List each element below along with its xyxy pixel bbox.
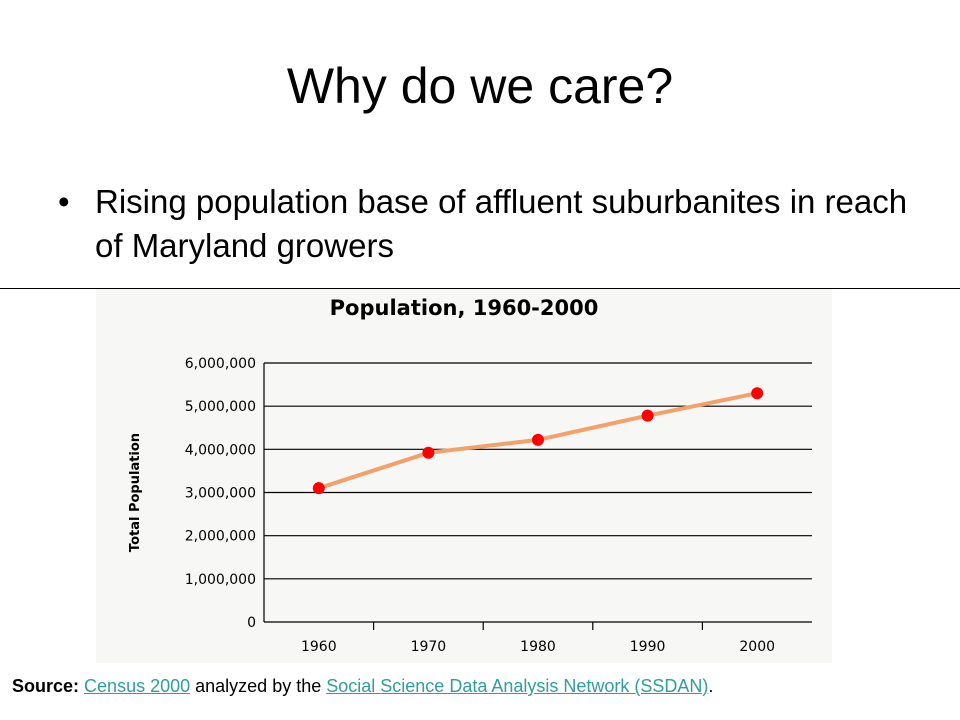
y-axis-label: Total Population: [128, 433, 143, 552]
chart-title: Population, 1960-2000: [330, 296, 599, 320]
y-tick-label: 0: [247, 615, 256, 631]
source-label: Source:: [12, 676, 80, 696]
ssdan-link[interactable]: Social Science Data Analysis Network (SS…: [326, 676, 709, 696]
y-tick-labels: 0 1,000,000 2,000,000 3,000,000 4,000,000 5,0…: [185, 356, 256, 631]
slide-title: Why do we care?: [286, 58, 674, 114]
y-tick-label: 4,000,000: [185, 442, 256, 458]
x-tick-labels: 1960 1970 1980 1990 2000: [301, 639, 775, 655]
source-middle-text: analyzed by the: [195, 676, 322, 696]
data-point: [751, 387, 764, 400]
bullet-marker: •: [58, 183, 70, 220]
y-tick-label: 2,000,000: [185, 529, 256, 545]
data-point: [312, 482, 325, 495]
x-tick-label: 1990: [630, 639, 666, 655]
y-tick-label: 1,000,000: [185, 572, 256, 588]
census-2000-link[interactable]: Census 2000: [84, 676, 191, 696]
population-chart: Population, 1960-2000 Total Population 0…: [128, 296, 812, 655]
bullet-text: Rising population base of affluent subur…: [95, 183, 908, 264]
x-tick-label: 1970: [411, 639, 447, 655]
y-tick-label: 6,000,000: [185, 356, 256, 372]
data-point: [641, 409, 654, 422]
grid-layer: [263, 362, 812, 630]
bullet-point: • Rising population base of affluent sub…: [58, 180, 938, 268]
x-tick-label: 2000: [739, 639, 775, 655]
source-end-text: .: [708, 676, 714, 696]
data-point: [422, 446, 435, 459]
y-tick-label: 3,000,000: [185, 486, 256, 502]
separator-line: [0, 288, 960, 289]
x-tick-label: 1980: [520, 639, 556, 655]
source-citation: Source: Census 2000 analyzed by the Soci…: [12, 674, 713, 698]
chart-panel: Population, 1960-2000 Total Population 0…: [96, 289, 832, 663]
data-point: [532, 433, 544, 446]
y-tick-label: 5,000,000: [185, 399, 256, 415]
series-layer: [312, 387, 764, 495]
x-tick-label: 1960: [301, 639, 337, 655]
